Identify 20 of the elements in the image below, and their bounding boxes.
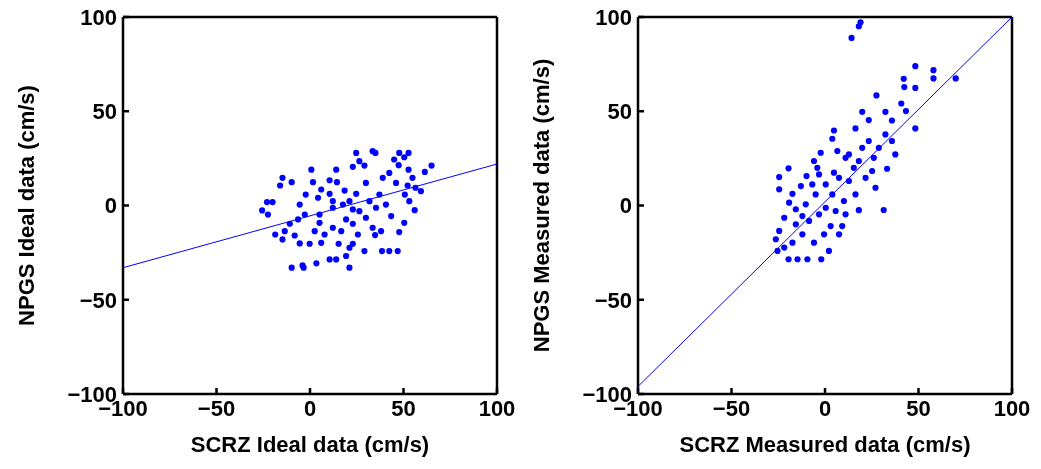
x-tick-label: −50 bbox=[197, 395, 236, 421]
y-axis-title: NPGS Measured data (cm/s) bbox=[528, 58, 554, 353]
y-tick-label: −50 bbox=[79, 287, 117, 313]
x-axis-title: SCRZ Measured data (cm/s) bbox=[679, 432, 971, 457]
y-axis-title: NPGS Ideal data (cm/s) bbox=[13, 85, 39, 326]
x-axis-title: SCRZ Ideal data (cm/s) bbox=[190, 432, 430, 457]
y-tick-label: 100 bbox=[80, 4, 117, 30]
y-tick-label: 0 bbox=[619, 193, 632, 219]
x-tick-label: 50 bbox=[391, 395, 416, 421]
x-tick-label: 0 bbox=[818, 395, 832, 421]
x-tick-label: 50 bbox=[906, 395, 931, 421]
x-tick-label: 100 bbox=[993, 395, 1031, 421]
y-tick-label: 50 bbox=[92, 99, 117, 125]
x-tick-label: 0 bbox=[303, 395, 317, 421]
y-tick-label: −50 bbox=[594, 287, 632, 313]
x-tick-label: 100 bbox=[478, 395, 516, 421]
y-tick-label: 100 bbox=[595, 4, 632, 30]
y-tick-label: 50 bbox=[607, 99, 632, 125]
x-tick-label: −50 bbox=[712, 395, 751, 421]
y-tick-label: 0 bbox=[104, 193, 117, 219]
